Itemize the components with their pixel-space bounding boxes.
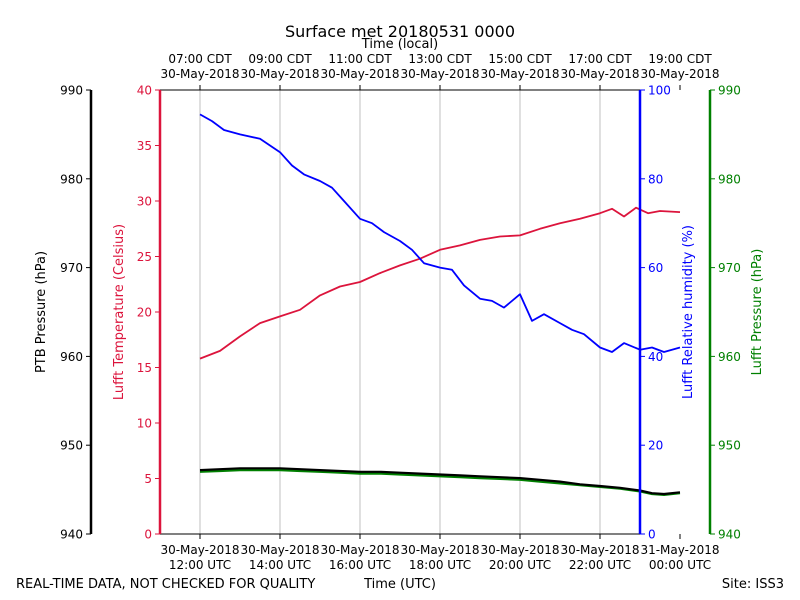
humidity-axis-tick-label: 0 bbox=[648, 528, 656, 542]
bottom-axis-tick-date: 30-May-2018 bbox=[320, 543, 399, 557]
temperature-axis-tick-label: 30 bbox=[137, 195, 152, 209]
humidity-axis-label: Lufft Relative humidity (%) bbox=[681, 225, 696, 399]
quality-disclaimer: REAL-TIME DATA, NOT CHECKED FOR QUALITY bbox=[16, 577, 315, 592]
bottom-axis-tick-date: 30-May-2018 bbox=[400, 543, 479, 557]
temperature-axis-tick-label: 35 bbox=[137, 139, 152, 153]
ptb-pressure-axis-tick-label: 980 bbox=[60, 172, 83, 186]
bottom-axis-tick-time: 20:00 UTC bbox=[489, 558, 551, 572]
top-axis-tick-time: 13:00 CDT bbox=[408, 52, 472, 66]
top-axis-tick-date: 30-May-2018 bbox=[560, 67, 639, 81]
ptb-pressure-axis-tick-label: 950 bbox=[60, 439, 83, 453]
lufft-pressure-axis: 940 950 960 970 980 990 Lufft Pressure (hPa) bbox=[708, 84, 765, 542]
top-axis-tick-date: 30-May-2018 bbox=[160, 67, 239, 81]
temperature-axis-tick-label: 15 bbox=[137, 361, 152, 375]
lufft-pressure-axis-tick-label: 980 bbox=[718, 172, 741, 186]
temperature-axis-tick-label: 20 bbox=[137, 306, 152, 320]
series-line-ptb-pressure bbox=[199, 467, 681, 496]
top-axis-tick-time: 11:00 CDT bbox=[328, 52, 392, 66]
humidity-axis-tick-label: 60 bbox=[648, 261, 663, 275]
ptb-pressure-axis-tick-label: 970 bbox=[60, 261, 83, 275]
bottom-axis-tick-date: 30-May-2018 bbox=[160, 543, 239, 557]
bottom-axis-tick-time: 22:00 UTC bbox=[569, 558, 631, 572]
top-axis-tick-time: 07:00 CDT bbox=[168, 52, 232, 66]
humidity-axis-tick-label: 80 bbox=[648, 172, 663, 186]
bottom-axis-tick-time: 00:00 UTC bbox=[649, 558, 711, 572]
top-axis-tick-date: 30-May-2018 bbox=[640, 67, 719, 81]
ptb-pressure-axis-tick-label: 990 bbox=[60, 84, 83, 98]
top-axis-tick-date: 30-May-2018 bbox=[240, 67, 319, 81]
humidity-axis: 0 20 40 60 80 100 Lufft Relative humidity (%) bbox=[638, 84, 696, 542]
lufft-pressure-axis-tick-label: 990 bbox=[718, 84, 741, 98]
series-layer bbox=[199, 113, 681, 496]
top-axis-tick-time: 17:00 CDT bbox=[568, 52, 632, 66]
lufft-pressure-axis-tick-label: 960 bbox=[718, 350, 741, 364]
temperature-axis-tick-label: 0 bbox=[144, 528, 152, 542]
lufft-pressure-axis-label: Lufft Pressure (hPa) bbox=[750, 249, 765, 376]
ptb-pressure-axis: 940 950 960 970 980 990 PTB Pressure (hPa) bbox=[34, 84, 93, 542]
temperature-axis-tick-label: 25 bbox=[137, 250, 152, 264]
temperature-axis-tick-label: 40 bbox=[137, 84, 152, 98]
temperature-axis-tick-label: 10 bbox=[137, 417, 152, 431]
ptb-pressure-axis-tick-label: 960 bbox=[60, 350, 83, 364]
grid-lines bbox=[160, 89, 640, 535]
top-axis-tick-time: 19:00 CDT bbox=[648, 52, 712, 66]
top-axis-tick-date: 30-May-2018 bbox=[320, 67, 399, 81]
series-line-lufft-relative-humidity bbox=[199, 113, 681, 353]
bottom-axis-tick-date: 30-May-2018 bbox=[240, 543, 319, 557]
lufft-pressure-axis-tick-label: 970 bbox=[718, 261, 741, 275]
temperature-axis: 0 5 10 15 20 25 30 35 40 Lufft Temperature (Celsi… bbox=[112, 84, 162, 542]
bottom-axis-tick-date: 31-May-2018 bbox=[640, 543, 719, 557]
temperature-axis-tick-label: 5 bbox=[144, 472, 152, 486]
bottom-axis-tick-time: 18:00 UTC bbox=[409, 558, 471, 572]
chart-title: Surface met 20180531 0000 bbox=[285, 22, 515, 41]
humidity-axis-tick-label: 20 bbox=[648, 439, 663, 453]
bottom-axis-tick-time: 16:00 UTC bbox=[329, 558, 391, 572]
x-axis-label: Time (UTC) bbox=[363, 577, 436, 592]
ptb-pressure-axis-label: PTB Pressure (hPa) bbox=[34, 251, 49, 373]
ptb-pressure-axis-tick-label: 940 bbox=[60, 528, 83, 542]
top-axis-tick-date: 30-May-2018 bbox=[480, 67, 559, 81]
top-axis-tick-date: 30-May-2018 bbox=[400, 67, 479, 81]
humidity-axis-tick-label: 100 bbox=[648, 84, 671, 98]
site-label: Site: ISS3 bbox=[722, 577, 784, 592]
bottom-axis-tick-time: 14:00 UTC bbox=[249, 558, 311, 572]
bottom-axis-tick-date: 30-May-2018 bbox=[480, 543, 559, 557]
bottom-axis-tick-date: 30-May-2018 bbox=[560, 543, 639, 557]
top-axis-label: Time (local) bbox=[361, 37, 438, 52]
humidity-axis-tick-label: 40 bbox=[648, 350, 663, 364]
temperature-axis-label: Lufft Temperature (Celsius) bbox=[112, 224, 127, 400]
bottom-axis-tick-time: 12:00 UTC bbox=[169, 558, 231, 572]
top-axis-tick-time: 09:00 CDT bbox=[248, 52, 312, 66]
top-axis-tick-time: 15:00 CDT bbox=[488, 52, 552, 66]
lufft-pressure-axis-tick-label: 950 bbox=[718, 439, 741, 453]
series-line-lufft-temperature bbox=[199, 206, 681, 360]
lufft-pressure-axis-tick-label: 940 bbox=[718, 528, 741, 542]
